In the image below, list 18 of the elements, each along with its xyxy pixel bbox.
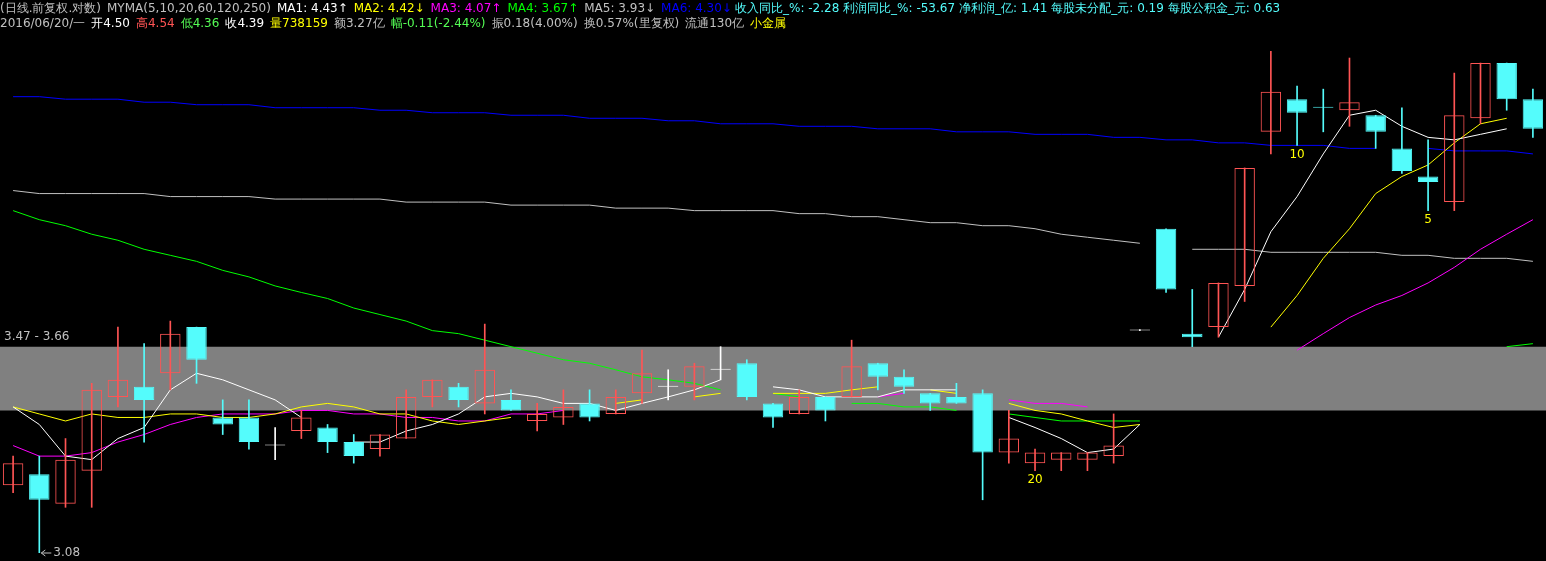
text: MA5: 3.93↓ [584, 1, 656, 15]
text: MA2: 4.42↓ [353, 1, 425, 15]
text: 3.08 [53, 545, 81, 560]
text: 2016/06/20/一 开4.50 高4.54 低4.36 收4.39 量738159 额3.27亿 幅-0.11(-2.44%) 振0.18(4.00%) 换0.57%(里复权) 流通130亿 小金属 [0, 16, 787, 30]
band-label: 3.47 - 3.66 [4, 328, 70, 343]
text: 5 [1424, 211, 1432, 226]
text: MA6: 4.30↓ [661, 1, 732, 15]
legend-title: MYMA(5,10,20,60,120,250) [107, 1, 271, 15]
text: 10 [1289, 146, 1305, 161]
candlestick [1286, 85, 1308, 146]
text: 收入同比_%: -2.28 利润同比_%: -53.67 净利润_亿: 1.41 每股未分配_元: 0.19 每股公积金_元: 0.63 [735, 1, 1281, 15]
text: MA1: 4.43↑ [276, 1, 348, 15]
text: 20 [1027, 471, 1043, 486]
chart-title: (日线.前复权.对数) [0, 1, 101, 15]
text: MA4: 3.67↑ [507, 1, 579, 15]
text: MA3: 4.07↑ [430, 1, 502, 15]
candlestick [212, 399, 233, 435]
candlestick [133, 343, 155, 443]
